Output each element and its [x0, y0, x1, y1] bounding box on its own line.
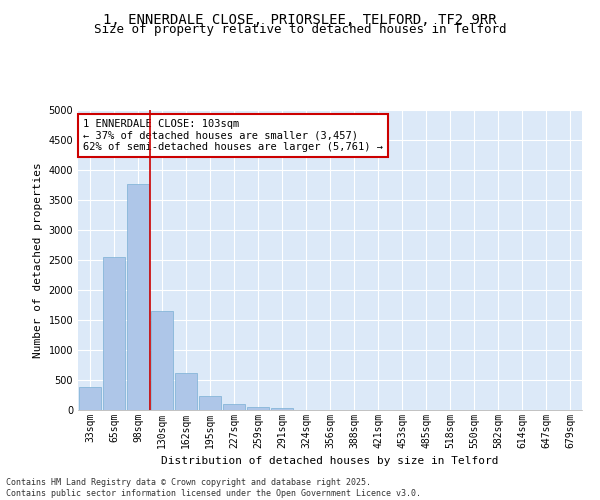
Text: 1 ENNERDALE CLOSE: 103sqm
← 37% of detached houses are smaller (3,457)
62% of se: 1 ENNERDALE CLOSE: 103sqm ← 37% of detac… — [83, 119, 383, 152]
Bar — [151, 311, 173, 410]
Bar — [247, 408, 269, 410]
Text: Size of property relative to detached houses in Telford: Size of property relative to detached ho… — [94, 22, 506, 36]
Bar — [175, 373, 197, 410]
Bar — [103, 257, 125, 410]
Bar — [223, 404, 245, 410]
Bar — [199, 396, 221, 410]
Bar — [79, 387, 101, 410]
Bar — [271, 408, 293, 410]
Text: Contains HM Land Registry data © Crown copyright and database right 2025.
Contai: Contains HM Land Registry data © Crown c… — [6, 478, 421, 498]
Text: 1, ENNERDALE CLOSE, PRIORSLEE, TELFORD, TF2 9RR: 1, ENNERDALE CLOSE, PRIORSLEE, TELFORD, … — [103, 12, 497, 26]
Bar — [127, 184, 149, 410]
X-axis label: Distribution of detached houses by size in Telford: Distribution of detached houses by size … — [161, 456, 499, 466]
Y-axis label: Number of detached properties: Number of detached properties — [33, 162, 43, 358]
